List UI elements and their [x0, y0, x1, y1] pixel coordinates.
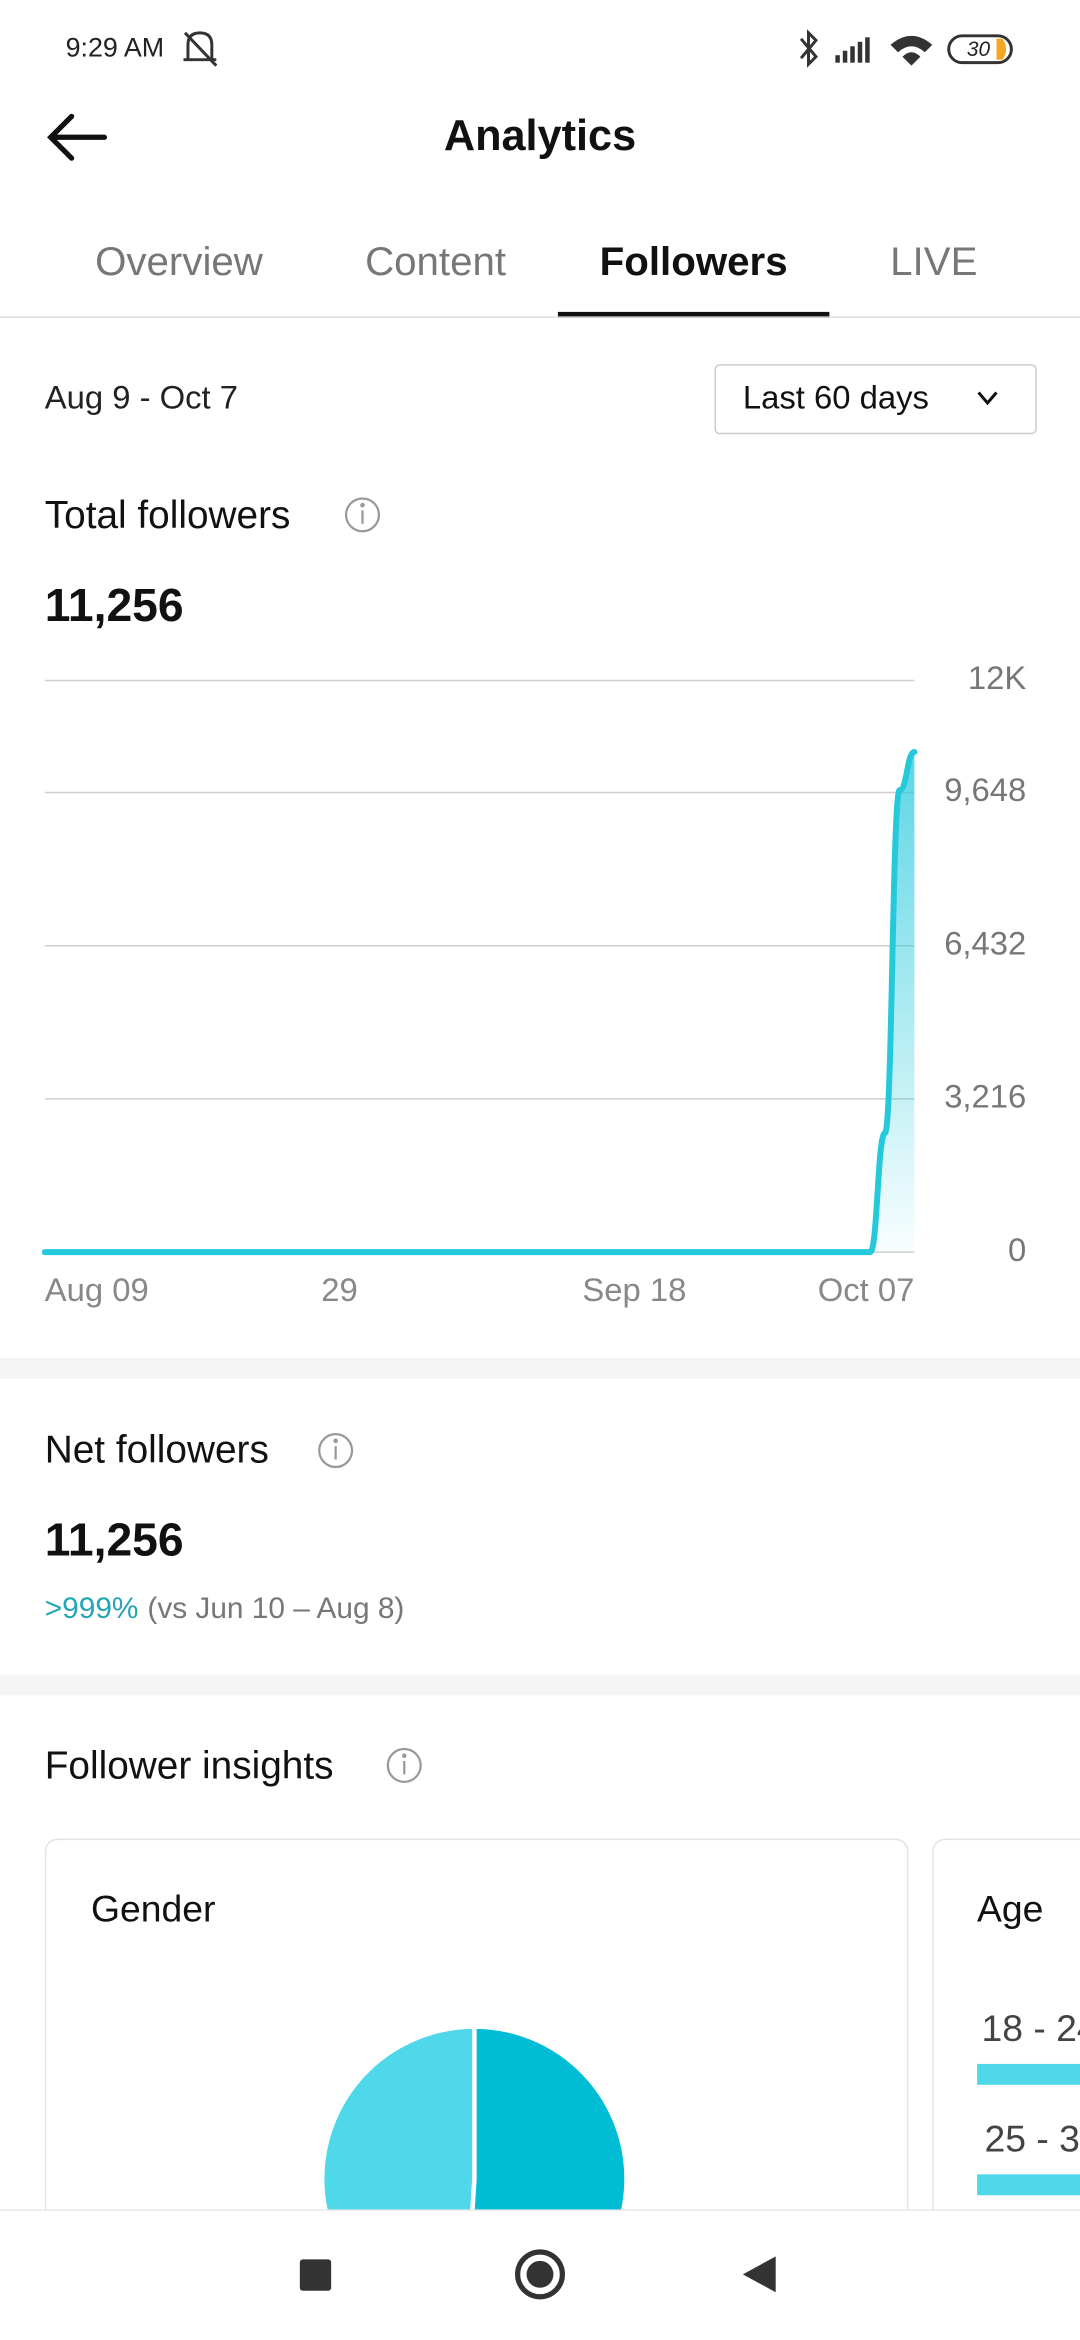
page-title: Analytics	[444, 112, 636, 160]
card-title: Age	[977, 1888, 1043, 1930]
tab-bar: Overview Content Followers LIVE	[95, 239, 977, 318]
age-label: 18 - 24	[982, 2007, 1080, 2049]
x-tick-label: Sep 18	[582, 1271, 686, 1308]
total-value: 11,256	[45, 579, 184, 631]
dropdown-chevron	[977, 391, 998, 406]
area-fill	[44, 751, 915, 1253]
tab[interactable]: LIVE	[890, 239, 977, 284]
range-dropdown-label[interactable]: Last 60 days	[743, 379, 929, 416]
y-tick-label: 0	[1008, 1231, 1026, 1268]
card-title: Gender	[91, 1888, 215, 1930]
change-line: >999% (vs Jun 10 – Aug 8)	[45, 1592, 405, 1625]
back-button[interactable]	[47, 113, 108, 161]
range-dropdown[interactable]	[714, 364, 1037, 435]
status-time: 9:29 AM	[66, 32, 164, 62]
y-tick-label: 6,432	[944, 924, 1026, 961]
info-icon[interactable]	[344, 497, 381, 533]
y-tick-label: 3,216	[944, 1078, 1026, 1115]
info-icon[interactable]	[318, 1433, 354, 1469]
tab[interactable]: Overview	[95, 239, 264, 284]
age-bar	[977, 2174, 1080, 2196]
change-value: >999%	[45, 1592, 139, 1625]
net-value: 11,256	[45, 1513, 184, 1565]
x-tick-label: 29	[321, 1271, 357, 1308]
back-nav-button[interactable]	[742, 2256, 776, 2293]
status-icons	[799, 29, 1013, 68]
section-separator	[0, 1358, 1080, 1379]
age-bar	[977, 2063, 1080, 2085]
recents-button[interactable]	[299, 2259, 332, 2291]
x-tick-label: Aug 09	[45, 1271, 149, 1308]
y-tick-label: 9,648	[944, 771, 1026, 808]
home-button[interactable]	[515, 2249, 565, 2300]
tab[interactable]: Content	[365, 239, 506, 284]
section-separator	[0, 1674, 1080, 1696]
bell-off-icon	[183, 31, 218, 67]
section-title: Net followers	[45, 1428, 269, 1471]
age-label: 25 - 34	[985, 2117, 1080, 2159]
section-title: Follower insights	[45, 1745, 334, 1788]
y-tick-label: 12K	[968, 659, 1026, 696]
battery-level: 30	[967, 38, 991, 61]
tab[interactable]: Followers	[600, 239, 788, 284]
info-icon[interactable]	[386, 1747, 422, 1783]
followers-chart: 0 3,216 6,432 9,648 12K Aug 09 29 Sep 18 Oct 07	[41, 659, 1026, 1308]
x-tick-label: Oct 07	[818, 1271, 915, 1308]
tab-indicator	[557, 311, 830, 318]
section-title: Total followers	[45, 494, 291, 537]
change-comparison: (vs Jun 10 – Aug 8)	[147, 1592, 404, 1625]
date-range: Aug 9 - Oct 7	[45, 379, 238, 416]
line	[41, 748, 918, 1256]
